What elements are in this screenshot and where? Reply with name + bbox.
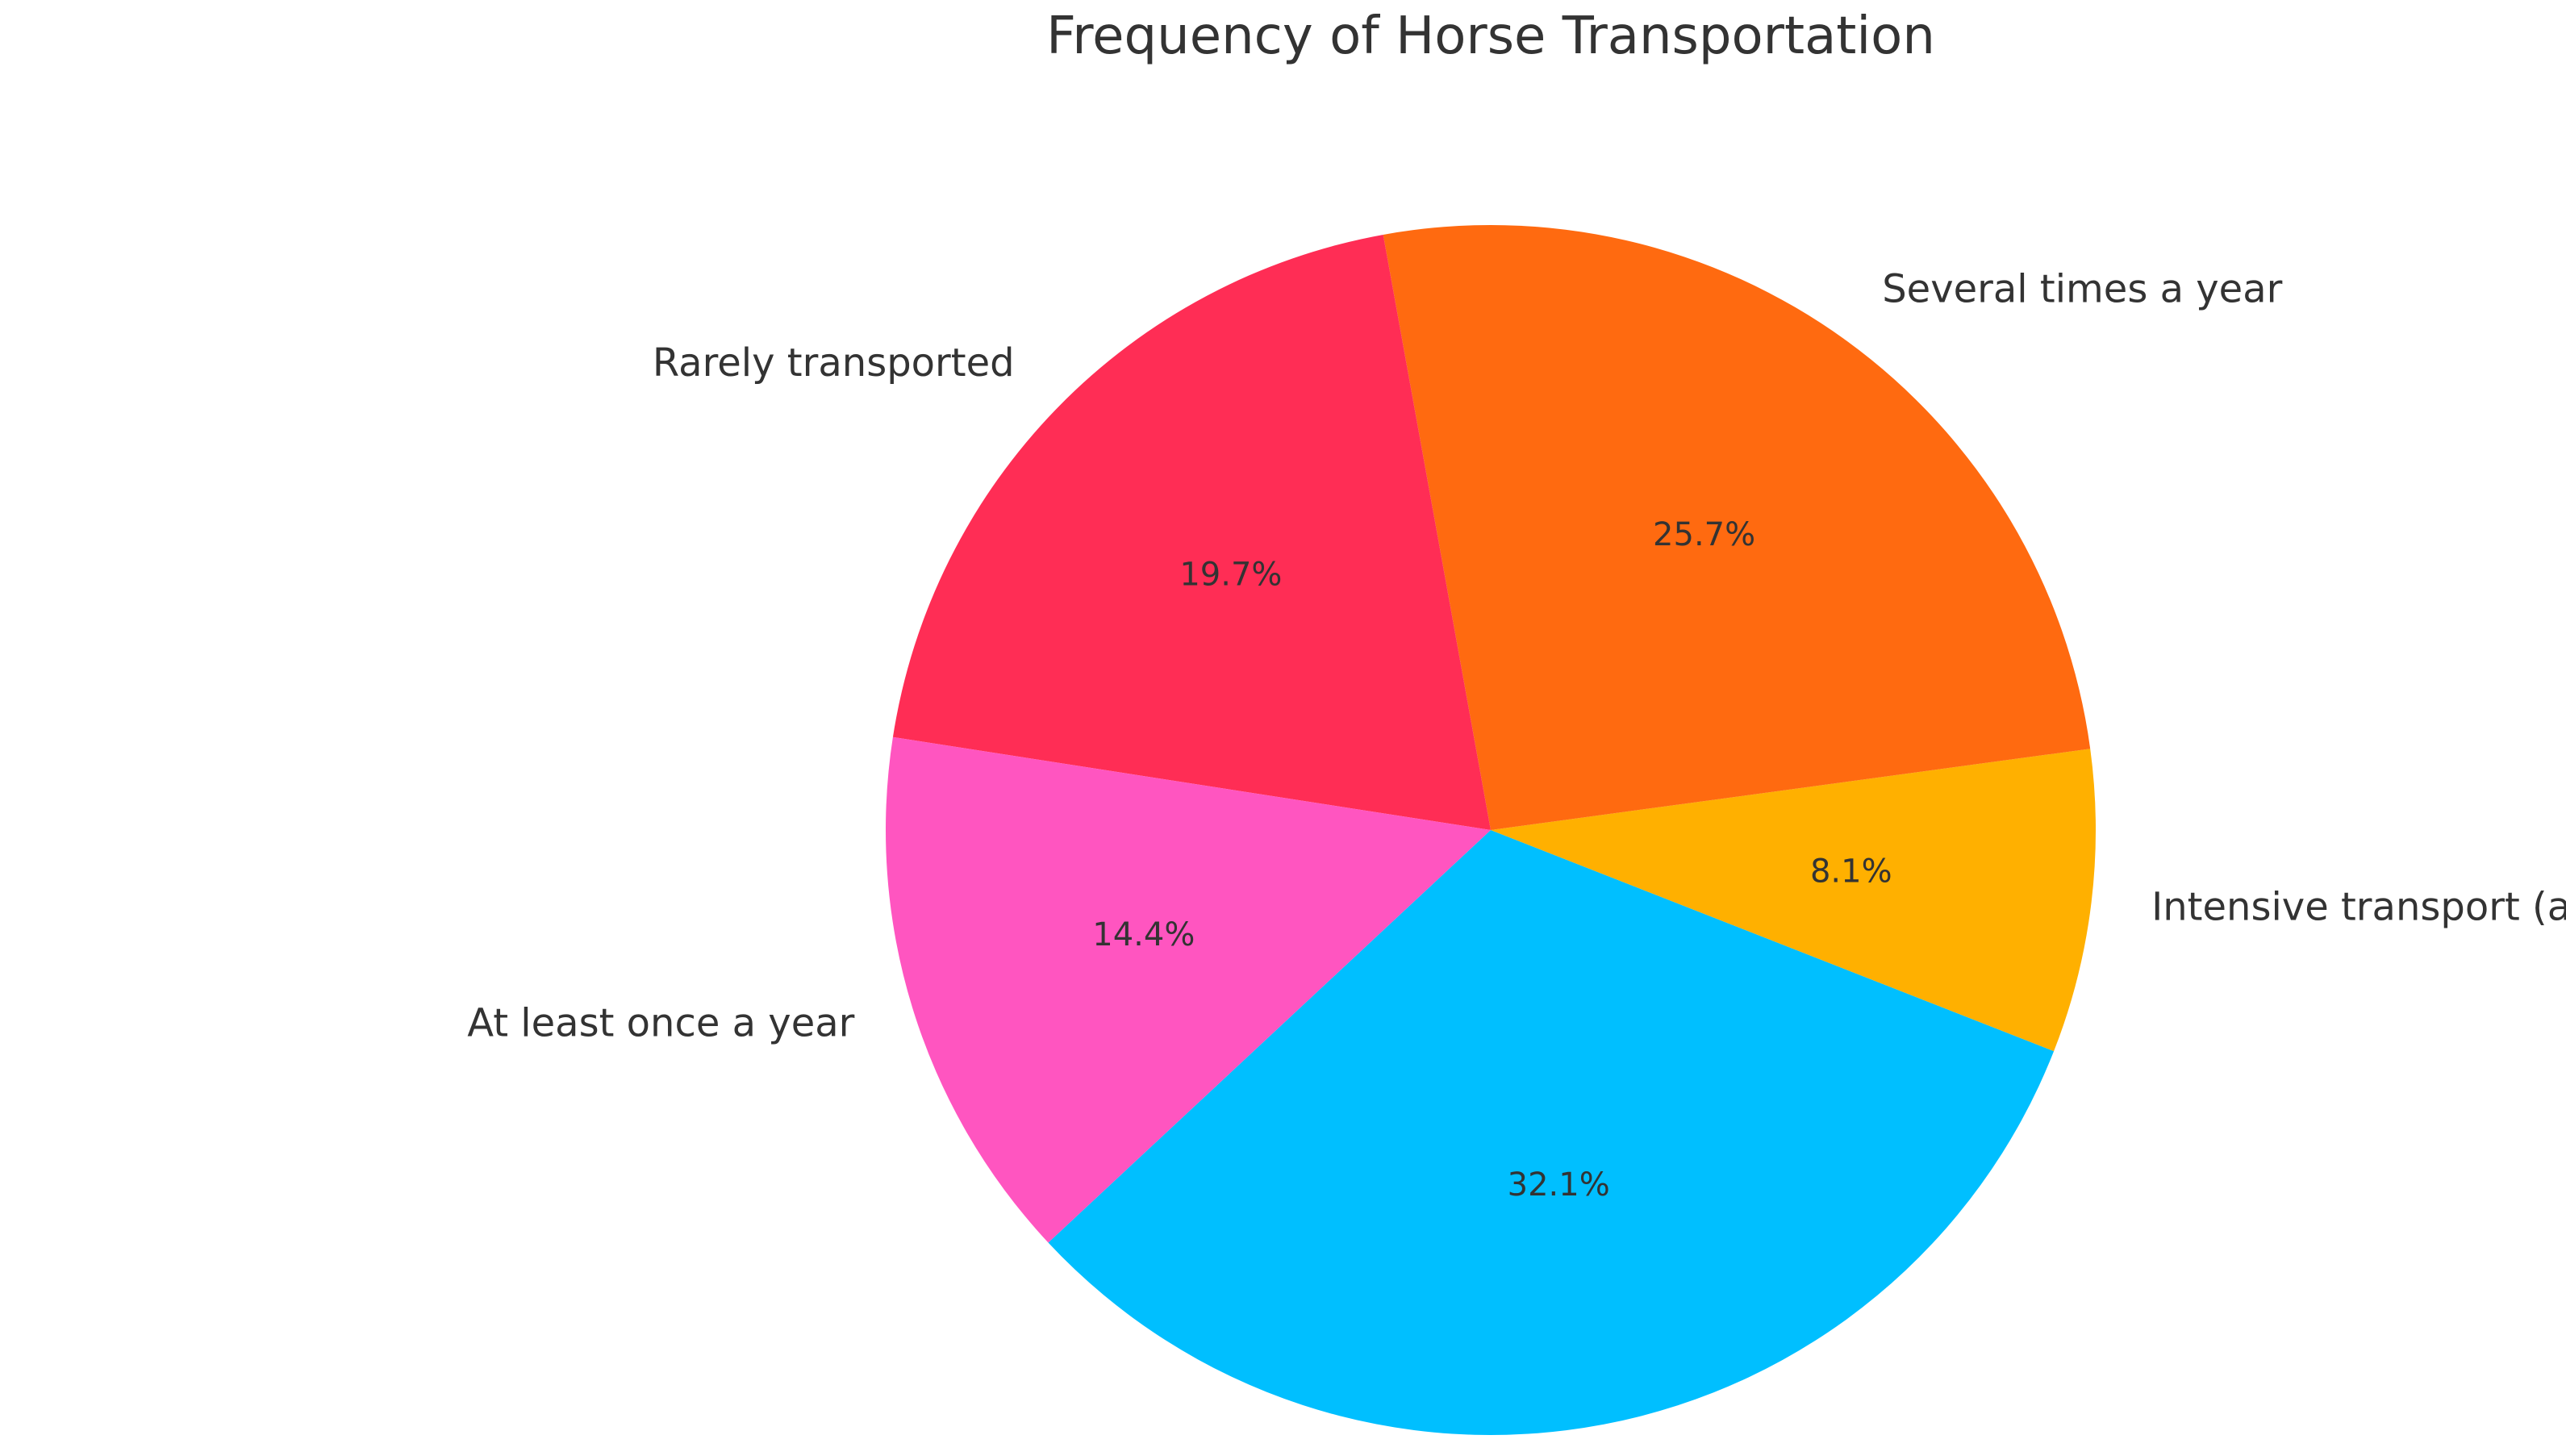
pct-label-at-least-once-a-year: 14.4% (1092, 916, 1195, 953)
pct-label-rarely-transported: 19.7% (1179, 557, 1282, 594)
category-label-several-times-a-year: Several times a year (1882, 267, 2282, 312)
pie-slice-intensive-transport-at-least-once-a-month (1491, 749, 2096, 1052)
pie-slice-at-least-once-a-year (885, 736, 1491, 1243)
chart-title: Frequency of Horse Transportation (1046, 6, 1935, 66)
category-labels: Not transported at allIntensive transpor… (467, 267, 2566, 1046)
category-label-rarely-transported: Rarely transported (653, 340, 1015, 386)
pie-slice-not-transported-at-all (1048, 830, 2055, 1436)
pct-label-intensive-transport-at-least-once-a-month: 8.1% (1810, 853, 1892, 891)
pie-slices (885, 225, 2096, 1436)
percentage-labels: 32.1% 8.1% 25.7% 19.7% 14.4% (1092, 516, 1892, 1204)
category-label-intensive-transport-at-least-once-a-month: Intensive transport (at least once a mon… (2151, 885, 2566, 930)
pct-label-not-transported-at-all: 32.1% (1508, 1166, 1610, 1204)
pie-slice-several-times-a-year (1383, 225, 2091, 830)
pct-label-several-times-a-year: 25.7% (1653, 516, 1755, 553)
category-label-at-least-once-a-year: At least once a year (467, 1000, 854, 1045)
pie-slice-rarely-transported (892, 234, 1491, 830)
